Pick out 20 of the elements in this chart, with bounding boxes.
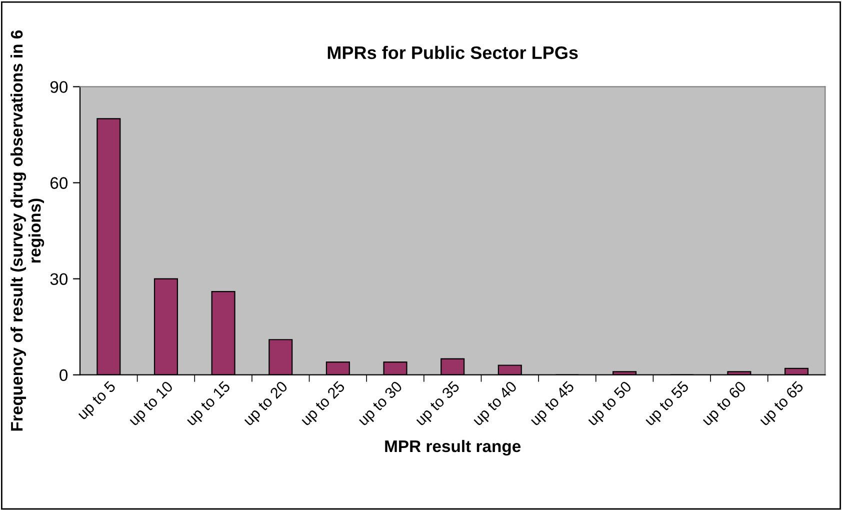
x-tick-label: up to 20 xyxy=(242,380,290,428)
x-tick-label: up to 40 xyxy=(472,380,520,428)
x-tick-label: up to 35 xyxy=(414,380,462,428)
y-tick-label: 60 xyxy=(50,177,68,189)
y-tick-label: 0 xyxy=(60,369,68,382)
chart-title: MPRs for Public Sector LPGs xyxy=(328,46,578,60)
x-tick-label: up to 10 xyxy=(128,380,176,428)
x-tick-label: up to 15 xyxy=(185,380,233,428)
x-tick-label: up to 60 xyxy=(701,380,749,428)
x-tick-label: up to 55 xyxy=(644,380,692,428)
x-tick-label: up to 30 xyxy=(357,380,405,428)
x-axis-title: MPR result range xyxy=(385,440,521,456)
y-axis-title: Frequency of result (survey drug observations in 6 regions) xyxy=(10,30,44,431)
x-tick-label: up to 65 xyxy=(758,380,806,428)
x-tick-label: up to 45 xyxy=(529,380,577,428)
x-tick-label: up to 25 xyxy=(300,380,348,428)
y-tick-label: 30 xyxy=(50,273,68,286)
x-tick-label: up to 5 xyxy=(76,380,118,422)
y-tick-label: 90 xyxy=(50,81,68,93)
x-tick-label: up to 50 xyxy=(586,380,634,428)
